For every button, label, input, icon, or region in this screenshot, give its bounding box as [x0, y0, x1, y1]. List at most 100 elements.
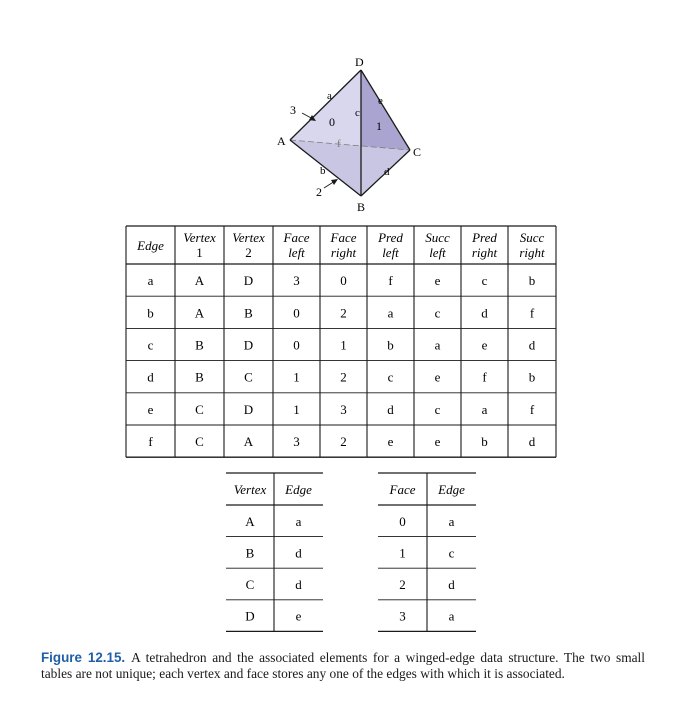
- edge-table-cell: b: [529, 370, 536, 385]
- edge-table-cell: d: [387, 402, 394, 417]
- face-table-cell: c: [449, 545, 455, 560]
- edge-table-cell: B: [195, 338, 204, 353]
- edge-table-cell: b: [387, 338, 394, 353]
- edge-line-a: [289, 69, 362, 141]
- edge-table-cell: 1: [340, 338, 347, 353]
- edge-hidden-f: [289, 139, 411, 151]
- edge-table-cell: D: [244, 338, 253, 353]
- edge-table-cell: 0: [293, 305, 300, 320]
- edge-table-cell: C: [244, 370, 253, 385]
- edge-table-header-cell: right: [472, 245, 498, 260]
- edge-table-cell: B: [195, 370, 204, 385]
- edge-table-cell: d: [529, 338, 536, 353]
- edge-table-cell: 2: [340, 370, 347, 385]
- vertex-table-header-cell: Vertex: [234, 482, 267, 497]
- edge-label-a: a: [327, 90, 332, 102]
- vertex-table-cell: C: [246, 577, 255, 592]
- face-label-0: 0: [329, 115, 335, 129]
- face-2-arrowhead: [331, 179, 338, 185]
- edge-table-cell: e: [435, 434, 441, 449]
- edge-table-cell: 2: [340, 434, 347, 449]
- face-table-cell: 2: [399, 577, 406, 592]
- edge-line-e: [360, 69, 411, 151]
- edge-table-cell: f: [482, 370, 487, 385]
- edge-table-header-cell: 2: [245, 245, 252, 260]
- vertex-table-cell: D: [245, 609, 254, 624]
- vertex-label-B: B: [357, 200, 365, 214]
- edge-table-header-cell: Pred: [471, 230, 497, 245]
- edge-label-e: e: [378, 95, 383, 107]
- vertex-table-cell: d: [295, 545, 302, 560]
- edge-table-cell: 0: [293, 338, 300, 353]
- edge-table-cell: A: [195, 305, 205, 320]
- edge-table-cell: e: [435, 370, 441, 385]
- edge-table-header-cell: Vertex: [183, 230, 216, 245]
- edge-table-header-cell: left: [288, 245, 305, 260]
- face-table-cell: d: [448, 577, 455, 592]
- edge-table-cell: C: [195, 402, 204, 417]
- edge-table-header-cell: Succ: [425, 230, 450, 245]
- edge-table-cell: d: [481, 305, 488, 320]
- edge-table-cell: A: [195, 273, 205, 288]
- vertex-table: Vertex Edge A a B d C d D e: [226, 472, 323, 633]
- vertex-table-cell: d: [295, 577, 302, 592]
- edge-table-cell: a: [148, 273, 154, 288]
- edge-table: EdgeVertex1Vertex2FaceleftFacerightPredl…: [125, 225, 557, 458]
- edge-label-c: c: [355, 107, 360, 119]
- edge-table-cell: D: [244, 402, 253, 417]
- face-table-cell: 3: [399, 609, 406, 624]
- vertex-label-A: A: [277, 134, 286, 148]
- edge-table-header-cell: Edge: [136, 238, 164, 253]
- edge-table-cell: b: [529, 273, 536, 288]
- edge-table-cell: d: [529, 434, 536, 449]
- vertex-table-cell: A: [245, 514, 255, 529]
- edge-table-cell: 3: [293, 434, 300, 449]
- edge-table-cell: c: [482, 273, 488, 288]
- edge-table-cell: f: [530, 402, 535, 417]
- face-table-cell: a: [449, 514, 455, 529]
- edge-table-header-cell: left: [382, 245, 399, 260]
- face-lower: [290, 140, 410, 196]
- edge-table-header-cell: Face: [283, 230, 310, 245]
- edge-table-cell: f: [148, 434, 153, 449]
- edge-table-cell: 1: [293, 402, 300, 417]
- edge-table-cell: e: [482, 338, 488, 353]
- vertex-label-C: C: [413, 145, 421, 159]
- edge-table-cell: 1: [293, 370, 300, 385]
- edge-table-header-cell: Succ: [520, 230, 545, 245]
- figure-caption: Figure 12.15. A tetrahedron and the assoc…: [41, 650, 645, 682]
- face-table-cell: 1: [399, 545, 406, 560]
- edge-table-cell: b: [481, 434, 488, 449]
- edge-table-cell: c: [148, 338, 154, 353]
- edge-table-cell: 3: [340, 402, 347, 417]
- edge-table-header-cell: left: [429, 245, 446, 260]
- face-label-2: 2: [316, 185, 322, 199]
- edge-table-header-cell: Face: [330, 230, 357, 245]
- edge-table-cell: f: [530, 305, 535, 320]
- vertex-table-cell: a: [296, 514, 302, 529]
- face-table-cell: a: [449, 609, 455, 624]
- caption-text: A tetrahedron and the associated element…: [41, 650, 645, 681]
- edge-table-header-cell: 1: [196, 245, 203, 260]
- edge-table-cell: e: [148, 402, 154, 417]
- edge-table-cell: a: [435, 338, 441, 353]
- edge-table-cell: a: [388, 305, 394, 320]
- edge-table-cell: 0: [340, 273, 347, 288]
- vertex-table-cell: B: [246, 545, 255, 560]
- face-table: Face Edge 0 a 1 c 2 d 3 a: [378, 472, 476, 633]
- vertex-table-header-cell: Edge: [284, 482, 312, 497]
- edge-table-header-cell: Pred: [377, 230, 403, 245]
- edge-table-cell: b: [147, 305, 154, 320]
- edge-table-cell: f: [388, 273, 393, 288]
- edge-table-header-cell: right: [519, 245, 545, 260]
- edge-table-cell: B: [244, 305, 253, 320]
- edge-table-header-cell: right: [331, 245, 357, 260]
- edge-table-cell: c: [388, 370, 394, 385]
- edge-table-header-cell: Vertex: [232, 230, 265, 245]
- face-3-arrowhead: [309, 115, 316, 121]
- edge-table-cell: 2: [340, 305, 347, 320]
- edge-table-cell: 3: [293, 273, 300, 288]
- face-table-cell: 0: [399, 514, 406, 529]
- edge-table-cell: a: [482, 402, 488, 417]
- vertex-table-cell: e: [296, 609, 302, 624]
